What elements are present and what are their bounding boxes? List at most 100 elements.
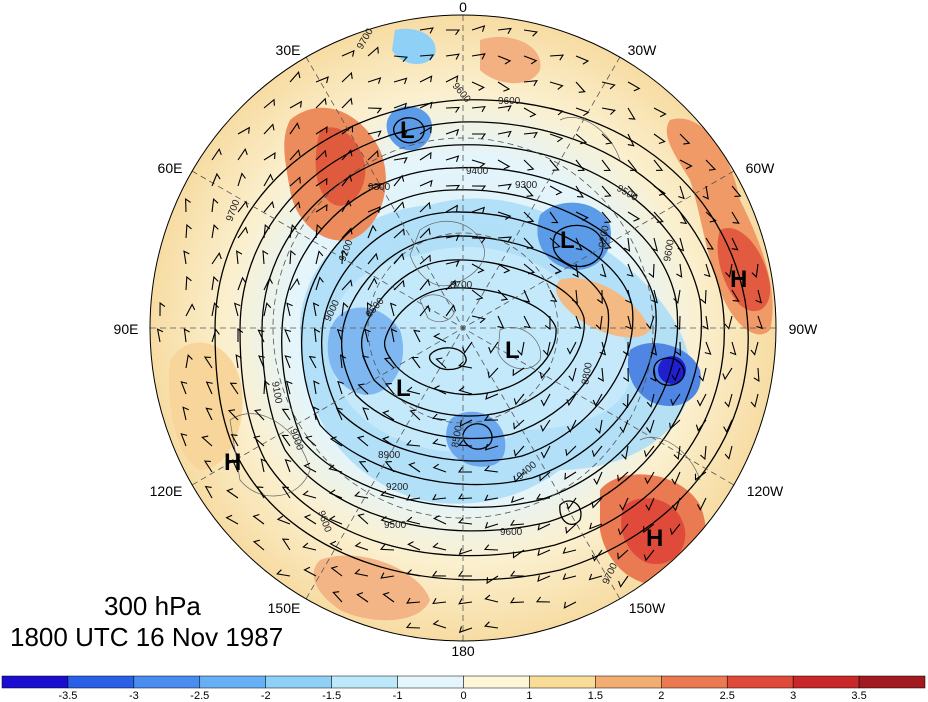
wind-barb bbox=[523, 263, 536, 275]
wind-barb bbox=[341, 71, 353, 83]
wind-barb bbox=[619, 419, 629, 434]
wind-barb bbox=[361, 355, 369, 369]
wind-barb bbox=[332, 591, 343, 603]
wind-barb bbox=[591, 497, 603, 509]
wind-barb bbox=[445, 53, 460, 60]
wind-barb bbox=[419, 304, 431, 317]
wind-barb bbox=[185, 275, 192, 291]
wind-barb bbox=[601, 185, 612, 197]
wind-barb bbox=[589, 522, 603, 530]
wind-barb bbox=[724, 393, 733, 408]
wind-barb bbox=[621, 445, 629, 460]
wind-barb bbox=[592, 393, 603, 407]
wind-barb bbox=[523, 80, 538, 87]
wind-barb bbox=[185, 354, 193, 369]
colorbar-swatch bbox=[265, 675, 332, 689]
wind-barb bbox=[445, 279, 457, 291]
wind-barb bbox=[445, 184, 461, 191]
wind-barb bbox=[237, 148, 248, 161]
wind-barb bbox=[509, 597, 525, 604]
wind-barb bbox=[513, 419, 525, 430]
wind-barb bbox=[523, 211, 535, 223]
wind-barb bbox=[646, 419, 655, 434]
wind-barb bbox=[705, 211, 717, 223]
wind-barb bbox=[679, 211, 688, 225]
wind-barb bbox=[575, 55, 590, 65]
wind-barb bbox=[339, 354, 347, 369]
wind-barb bbox=[263, 277, 273, 291]
wind-barb bbox=[390, 328, 398, 343]
wind-barb bbox=[564, 471, 577, 480]
wind-barb bbox=[156, 328, 164, 343]
lon-label-90e: 90E bbox=[114, 321, 139, 337]
wind-barb bbox=[575, 237, 583, 251]
wind-barb bbox=[523, 55, 538, 65]
colorbar-swatch bbox=[792, 675, 860, 689]
wind-barb bbox=[367, 77, 382, 84]
colorbar-tick-label: -2.5 bbox=[190, 690, 209, 702]
wind-barb bbox=[617, 523, 629, 536]
contour-label: 8900 bbox=[378, 450, 401, 461]
wind-barb bbox=[252, 539, 265, 551]
wind-barb bbox=[367, 224, 377, 239]
wind-barb bbox=[497, 81, 511, 92]
wind-barb bbox=[724, 315, 733, 330]
wind-barb bbox=[356, 435, 369, 447]
colorbar-tick-label: -1 bbox=[393, 690, 403, 702]
warm-anomaly-europe-core bbox=[315, 127, 366, 206]
wind-barb bbox=[445, 155, 460, 162]
wind-barb bbox=[497, 130, 512, 138]
wind-barb bbox=[252, 513, 265, 525]
wind-barb bbox=[419, 201, 431, 213]
wind-barb bbox=[235, 354, 242, 369]
wind-barb bbox=[445, 128, 460, 136]
wind-barb bbox=[484, 594, 499, 603]
wind-barb bbox=[458, 598, 473, 605]
wind-barb bbox=[367, 182, 382, 190]
wind-barb bbox=[284, 329, 292, 343]
wind-barb bbox=[622, 342, 629, 357]
wind-barb bbox=[702, 315, 709, 330]
colorbar-swatch bbox=[397, 675, 464, 689]
low-marker-north-atlantic: L bbox=[400, 117, 415, 144]
wind-barb bbox=[263, 379, 270, 395]
wind-barb bbox=[457, 493, 473, 500]
wind-barb bbox=[566, 497, 577, 510]
wind-barb bbox=[315, 76, 329, 84]
wind-barb bbox=[705, 237, 714, 250]
wind-barb bbox=[472, 133, 487, 140]
wind-barb bbox=[408, 462, 421, 473]
wind-barb bbox=[406, 494, 421, 501]
deep-low-core bbox=[658, 356, 686, 384]
wind-barb bbox=[471, 25, 486, 32]
wind-barb bbox=[367, 206, 381, 214]
colorbar-swatch bbox=[463, 675, 530, 689]
wind-barb bbox=[599, 263, 607, 278]
wind-barb bbox=[471, 53, 486, 60]
wind-barb bbox=[755, 289, 762, 304]
wind-barb bbox=[384, 461, 395, 473]
wind-barb bbox=[724, 445, 733, 460]
wind-barb bbox=[406, 516, 421, 525]
wind-barb bbox=[643, 549, 655, 562]
wind-barb bbox=[419, 54, 435, 61]
wind-barb bbox=[419, 101, 433, 109]
wind-barb bbox=[211, 197, 219, 213]
wind-barb bbox=[677, 237, 685, 252]
lon-label-0: 0 bbox=[459, 0, 467, 15]
wind-barb bbox=[419, 27, 434, 34]
wind-barb bbox=[497, 105, 512, 112]
lon-label-60e: 60E bbox=[158, 160, 183, 176]
wind-barb bbox=[358, 461, 369, 473]
wind-barb bbox=[330, 565, 343, 577]
wind-barb bbox=[697, 497, 707, 511]
wind-barb bbox=[497, 315, 505, 329]
wind-barb bbox=[723, 419, 733, 433]
wind-barb bbox=[509, 519, 525, 526]
wind-barb bbox=[562, 573, 577, 580]
wind-barb bbox=[497, 55, 512, 65]
wind-barb bbox=[237, 276, 247, 291]
wind-barb bbox=[568, 367, 577, 382]
wind-barb bbox=[617, 549, 629, 560]
wind-barb bbox=[315, 250, 324, 265]
